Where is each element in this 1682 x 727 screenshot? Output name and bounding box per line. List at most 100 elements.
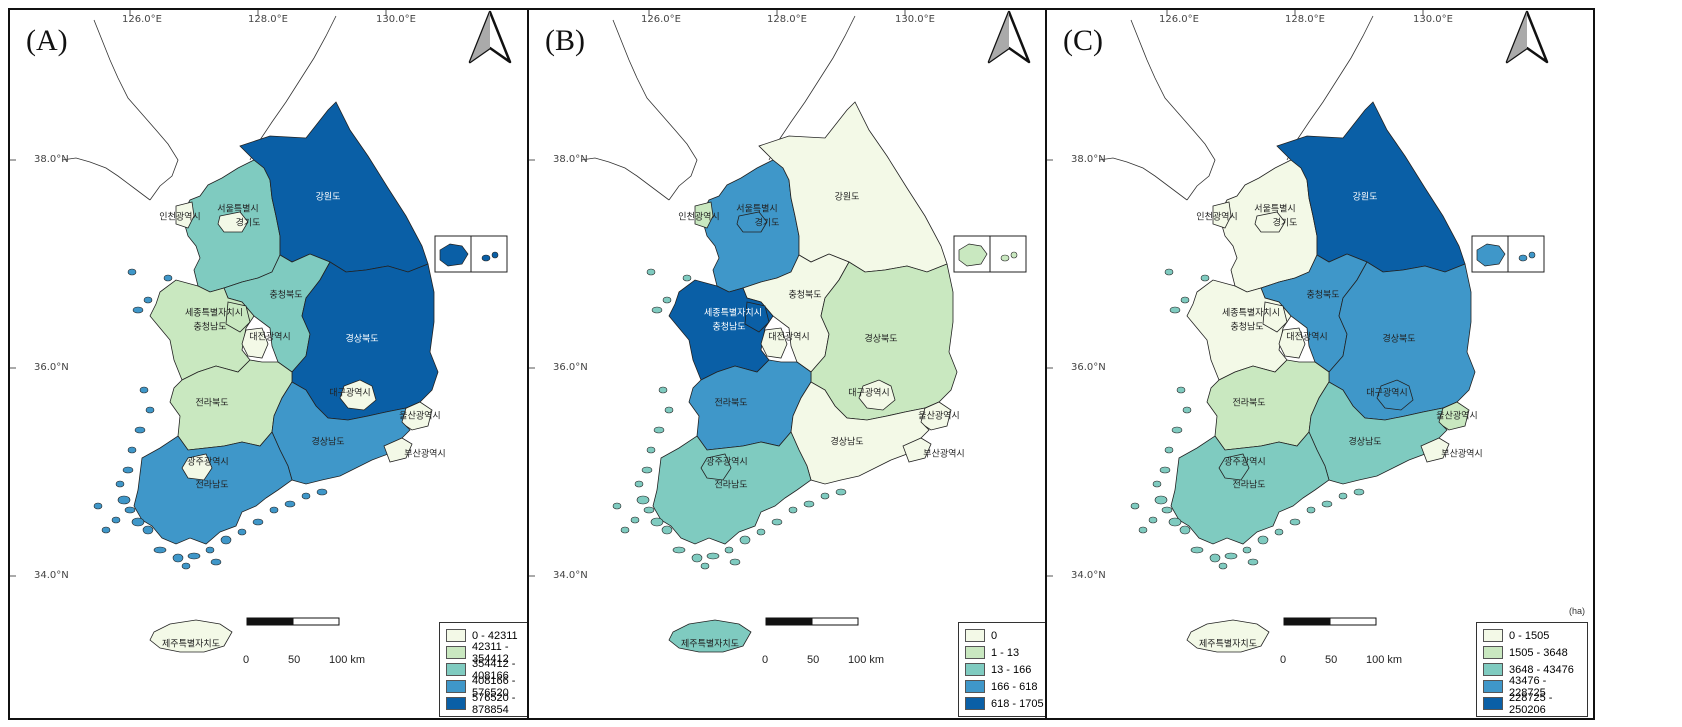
island-mark (1190, 546, 1204, 554)
latitude-tick-label: 38.0°N (553, 154, 588, 165)
island-mark (1179, 525, 1191, 535)
legend-label: 408166 - 576520 (472, 674, 516, 699)
island-ulleung (958, 243, 988, 267)
region-gwangju (700, 453, 732, 481)
legend-unit: (ha) (1569, 606, 1586, 616)
legend-label: 3648 - 43476 (1509, 663, 1574, 676)
island-mark (139, 386, 149, 394)
region-label-seoul: 서울특별시 (217, 204, 259, 215)
region-label-sejong: 세종특별자치시 (1222, 308, 1280, 319)
island-mark (1171, 426, 1183, 434)
legend-entry: 42311 - 354412 (446, 641, 544, 665)
region-label-daejeon: 대전광역시 (1286, 332, 1328, 343)
island-mark (1169, 306, 1181, 314)
longitude-tick-label: 130.0°E (1413, 14, 1453, 25)
island-mark (1321, 500, 1333, 508)
island-mark (1168, 517, 1182, 527)
island-mark (1306, 506, 1316, 514)
latitude-tick-label: 34.0°N (1071, 570, 1106, 581)
island-mark (115, 480, 125, 488)
region-label-jeonnam: 전라남도 (1232, 480, 1266, 491)
region-label-gyeonggi: 경기도 (754, 218, 780, 229)
island-mark (163, 274, 173, 282)
legend-label: 618 - 1705 (991, 697, 1044, 710)
island-mark (1154, 495, 1168, 505)
panel-label: (C) (1063, 24, 1103, 57)
island-mark (691, 553, 703, 563)
region-label-jeju: 제주특별자치도 (681, 639, 739, 650)
island-mark (1274, 528, 1284, 536)
island-ulleung (1476, 243, 1506, 267)
island-mark (620, 526, 630, 534)
island-mark (672, 546, 686, 554)
legend-swatch (1483, 663, 1503, 676)
legend-swatch (1483, 646, 1503, 659)
island-mark (1218, 562, 1228, 570)
island-mark (220, 535, 232, 545)
island-mark (210, 558, 222, 566)
legend-entry: 0 - 1505 (1483, 627, 1581, 644)
region-label-seoul: 서울특별시 (1254, 204, 1296, 215)
island-mark (205, 546, 215, 554)
island-mark (1209, 553, 1221, 563)
island-mark (284, 500, 296, 508)
north-arrow-icon (468, 10, 512, 64)
map-panel: (C) 126.0°E 128.0°E 130.0°E 38.0°N 36.0°N 34.0… (1045, 8, 1595, 720)
legend-entry: 3648 - 43476 (1483, 661, 1581, 678)
region-label-gyeongnam: 경상남도 (830, 437, 864, 448)
scale-bar-segment (1329, 617, 1377, 626)
region-label-busan: 부산광역시 (923, 449, 965, 460)
region-sejong (1262, 301, 1288, 333)
island-mark (117, 495, 131, 505)
scale-bar-label: 100 km (848, 654, 885, 666)
coastline-outline (1098, 15, 1374, 201)
longitude-tick-label: 126.0°E (122, 14, 162, 25)
island-mark (630, 516, 640, 524)
legend-swatch (965, 680, 985, 693)
island-dokdo (491, 251, 499, 259)
island-mark (729, 558, 741, 566)
island-mark (724, 546, 734, 554)
island-dokdo (1000, 254, 1010, 262)
island-mark (1152, 480, 1162, 488)
island-mark (187, 552, 201, 560)
island-mark (1138, 526, 1148, 534)
island-mark (643, 506, 655, 514)
legend-swatch (965, 697, 985, 710)
north-arrow-icon (1505, 10, 1549, 64)
legend-entry: 618 - 1705 (965, 695, 1063, 712)
legend-label: 228725 - 250206 (1509, 691, 1553, 716)
region-label-busan: 부산광역시 (404, 449, 446, 460)
island-mark (127, 268, 137, 276)
map-canvas (529, 10, 1027, 653)
island-mark (127, 446, 137, 454)
island-mark (1200, 274, 1210, 282)
region-label-gwangju: 광주광역시 (706, 457, 748, 468)
region-label-daegu: 대구광역시 (329, 388, 371, 399)
island-mark (1159, 466, 1171, 474)
island-mark (1224, 552, 1238, 560)
region-daejeon (1278, 327, 1306, 359)
region-daejeon (241, 327, 269, 359)
legend-label: 166 - 618 (991, 680, 1038, 693)
scale-bar-segment (292, 617, 340, 626)
island-dokdo (481, 254, 491, 262)
map-panel: (B) 126.0°E 128.0°E 130.0°E 38.0°N 36.0°N 34.0… (527, 8, 1077, 720)
region-label-chungnam: 충청남도 (712, 322, 746, 333)
panel-label: (B) (545, 24, 585, 57)
panel-label: (A) (26, 24, 68, 57)
latitude-tick-label: 36.0°N (553, 362, 588, 373)
island-mark (803, 500, 815, 508)
scale-bar-label: 50 (807, 654, 820, 666)
legend-swatch (1483, 697, 1503, 710)
legend-entry: 13 - 166 (965, 661, 1063, 678)
longitude-tick-label: 128.0°E (1285, 14, 1325, 25)
map-canvas (10, 10, 508, 653)
region-busan (383, 437, 413, 463)
region-jeju (668, 619, 752, 653)
scale-bar-label: 50 (288, 654, 301, 666)
region-label-sejong: 세종특별자치시 (704, 308, 762, 319)
region-jeju (149, 619, 233, 653)
region-daejeon (760, 327, 788, 359)
island-mark (1182, 406, 1192, 414)
